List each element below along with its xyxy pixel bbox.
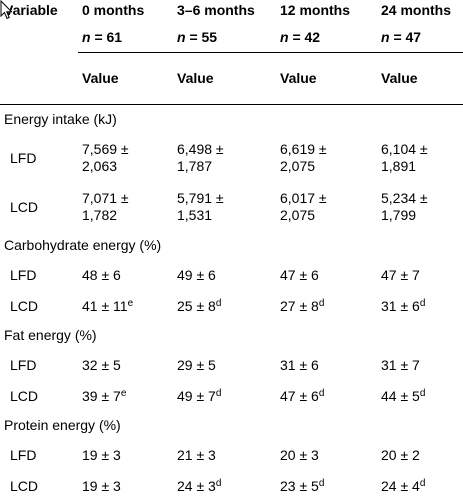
group-label-lcd: LCD xyxy=(10,477,39,494)
value-cell: 49 ± 7d xyxy=(177,387,222,404)
column-header-0-months: 0 months xyxy=(82,2,145,18)
value-cell: 5,234 ±1,799 xyxy=(381,189,428,223)
n-symbol: n xyxy=(177,28,186,45)
column-header-3-6-months: 3–6 months xyxy=(177,2,255,18)
group-label-lfd: LFD xyxy=(10,149,37,166)
section-label-carbohydrate-energy: Carbohydrate energy (%) xyxy=(4,237,162,253)
n-count-0-months: n = 61 xyxy=(78,22,173,53)
value-cell: 49 ± 6 xyxy=(177,266,216,283)
group-label-lfd: LFD xyxy=(10,356,37,373)
value-cell: 29 ± 5 xyxy=(177,356,216,373)
value-cell: 31 ± 7 xyxy=(381,356,420,373)
value-cell: 31 ± 6d xyxy=(381,297,426,314)
table-row: LCD 7,071 ±1,782 5,791 ±1,531 6,017 ±2,0… xyxy=(0,182,463,231)
table-row: LFD 48 ± 6 49 ± 6 47 ± 6 47 ± 7 xyxy=(0,259,463,290)
value-cell: 6,619 ±2,075 xyxy=(280,140,327,174)
column-header-12-months: 12 months xyxy=(280,2,351,18)
value-header: Value xyxy=(173,52,276,105)
n-symbol: n xyxy=(280,28,289,45)
value-cell: 48 ± 6 xyxy=(82,266,121,283)
group-label-lcd: LCD xyxy=(10,387,39,404)
value-cell: 47 ± 7 xyxy=(381,266,420,283)
group-label-lfd: LFD xyxy=(10,446,37,463)
n-value: = 61 xyxy=(94,28,123,45)
table-row: LCD 19 ± 3 24 ± 3d 23 ± 5d 24 ± 4d xyxy=(0,470,463,501)
value-cell: 41 ± 11e xyxy=(82,297,134,314)
value-cell: 21 ± 3 xyxy=(177,446,216,463)
value-cell: 7,569 ±2,063 xyxy=(82,140,129,174)
value-cell: 5,791 ±1,531 xyxy=(177,189,224,223)
value-cell: 7,071 ±1,782 xyxy=(82,189,129,223)
n-symbol: n xyxy=(82,28,91,45)
value-cell: 39 ± 7e xyxy=(82,387,127,404)
variable-header: Variable xyxy=(4,2,58,18)
n-value: = 47 xyxy=(393,28,422,45)
column-header-24-months: 24 months xyxy=(381,2,452,18)
value-cell: 19 ± 3 xyxy=(82,446,121,463)
value-cell: 47 ± 6 xyxy=(280,266,319,283)
value-header: Value xyxy=(276,52,377,105)
value-cell: 27 ± 8d xyxy=(280,297,325,314)
n-value: = 42 xyxy=(292,28,321,45)
n-count-3-6-months: n = 55 xyxy=(173,22,276,53)
variable-subheader-blank xyxy=(0,52,78,105)
value-cell: 31 ± 6 xyxy=(280,356,319,373)
n-value: = 55 xyxy=(189,28,218,45)
table-row: LCD 39 ± 7e 49 ± 7d 47 ± 6d 44 ± 5d xyxy=(0,380,463,411)
value-cell: 20 ± 3 xyxy=(280,446,319,463)
value-cell: 6,017 ±2,075 xyxy=(280,189,327,223)
value-cell: 23 ± 5d xyxy=(280,477,325,494)
table-row: LFD 32 ± 5 29 ± 5 31 ± 6 31 ± 7 xyxy=(0,349,463,380)
n-count-24-months: n = 47 xyxy=(377,22,463,53)
group-label-lcd: LCD xyxy=(10,198,39,215)
table-row: LFD 19 ± 3 21 ± 3 20 ± 3 20 ± 2 xyxy=(0,439,463,470)
group-label-lcd: LCD xyxy=(10,297,39,314)
n-symbol: n xyxy=(381,28,390,45)
value-header: Value xyxy=(377,52,463,105)
value-cell: 24 ± 4d xyxy=(381,477,426,494)
value-cell: 19 ± 3 xyxy=(82,477,121,494)
n-count-12-months: n = 42 xyxy=(276,22,377,53)
mouse-pointer-icon xyxy=(0,0,13,20)
value-cell: 47 ± 6d xyxy=(280,387,325,404)
table-row: LCD 41 ± 11e 25 ± 8d 27 ± 8d 31 ± 6d xyxy=(0,290,463,321)
value-cell: 6,498 ±1,787 xyxy=(177,140,224,174)
table-row: LFD 7,569 ±2,063 6,498 ±1,787 6,619 ±2,0… xyxy=(0,133,463,182)
value-cell: 20 ± 2 xyxy=(381,446,420,463)
section-label-protein-energy: Protein energy (%) xyxy=(4,417,121,433)
value-cell: 32 ± 5 xyxy=(82,356,121,373)
value-cell: 24 ± 3d xyxy=(177,477,222,494)
value-cell: 25 ± 8d xyxy=(177,297,222,314)
group-label-lfd: LFD xyxy=(10,266,37,283)
value-cell: 44 ± 5d xyxy=(381,387,426,404)
section-label-energy-intake: Energy intake (kJ) xyxy=(4,110,117,127)
value-header: Value xyxy=(78,52,173,105)
value-cell: 6,104 ±1,891 xyxy=(381,140,428,174)
section-label-fat-energy: Fat energy (%) xyxy=(4,327,97,343)
